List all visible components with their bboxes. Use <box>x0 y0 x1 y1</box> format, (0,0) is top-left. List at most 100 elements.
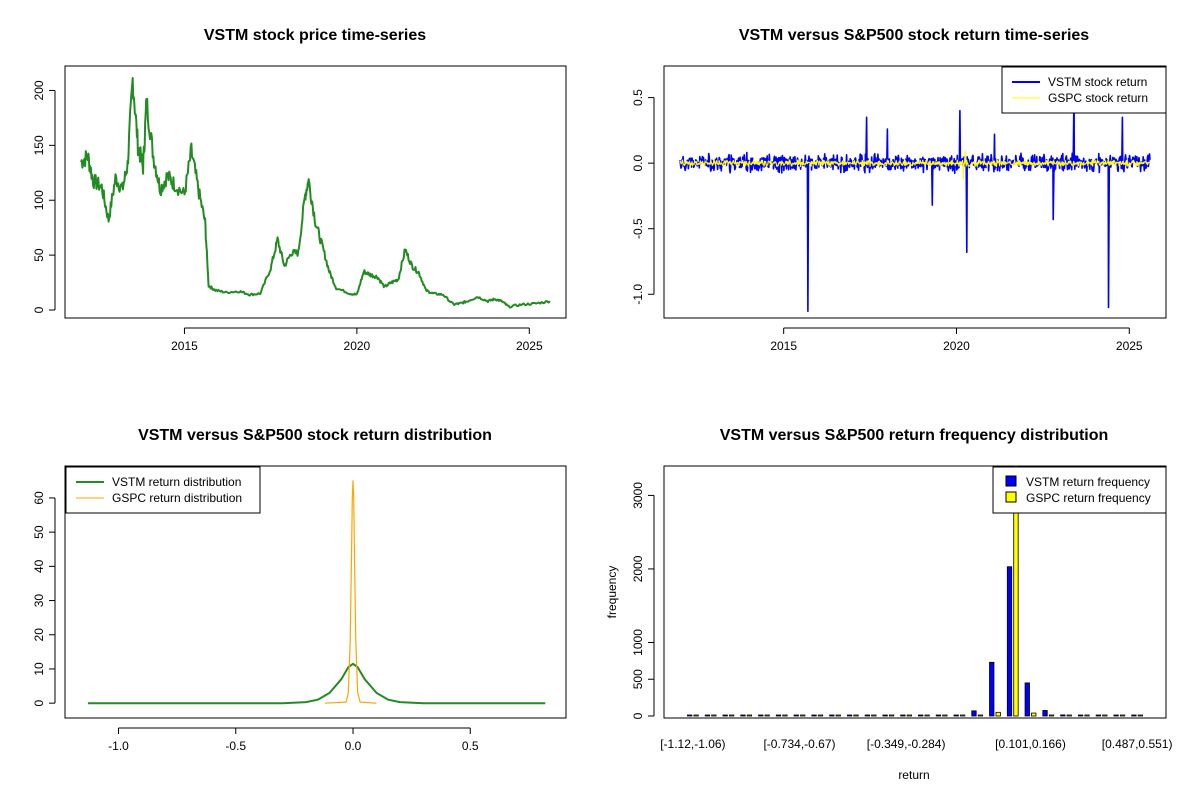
frequency-x-tick-label: [-1.12,-1.06) <box>660 737 725 751</box>
frequency-bar-vstm <box>722 714 728 717</box>
frequency-bar-gspc <box>977 714 984 717</box>
frequency-bar-vstm <box>811 714 817 717</box>
frequency-legend: VSTM return frequency GSPC return freque… <box>992 466 1167 514</box>
frequency-bar-vstm <box>1113 714 1119 717</box>
returns-series-gspc <box>679 150 1151 180</box>
frequency-bar-vstm <box>1077 714 1084 717</box>
frequency-bar-gspc <box>782 714 788 717</box>
density-x-tick-label: 0.5 <box>462 739 479 753</box>
frequency-bar-vstm <box>740 714 746 717</box>
price-x-tick-label: 2015 <box>171 339 198 353</box>
frequency-bar-gspc <box>888 714 895 717</box>
returns-marks: -1.0 -0.5 0.0 0.5 2015 2020 2025 <box>631 89 1151 353</box>
frequency-bar-gspc <box>995 711 1001 717</box>
price-chart-title: VSTM stock price time-series <box>204 27 426 44</box>
returns-panel: VSTM versus S&P500 stock return time-ser… <box>631 27 1167 353</box>
density-legend-label-vstm: VSTM return distribution <box>112 475 241 489</box>
frequency-bar-gspc <box>906 714 912 717</box>
frequency-bar-vstm <box>1131 714 1137 717</box>
frequency-y-tick-label: 0 <box>631 712 645 719</box>
frequency-plot-frame <box>663 465 1167 719</box>
price-marks: 0 50 100 150 200 2015 2020 2025 <box>32 77 551 353</box>
frequency-bar-gspc <box>1137 714 1143 717</box>
frequency-bar-vstm <box>935 714 942 717</box>
density-x-tick-label: -0.5 <box>225 739 246 753</box>
returns-legend-box <box>1001 66 1167 114</box>
frequency-bar-vstm <box>1042 710 1048 717</box>
frequency-bar-vstm <box>1095 714 1101 717</box>
price-y-tick-label: 50 <box>32 248 46 262</box>
frequency-x-tick-label: [0.487,0.551) <box>1102 737 1173 751</box>
frequency-bar-vstm <box>882 714 888 717</box>
frequency-bar-gspc <box>1119 714 1126 717</box>
density-chart-title: VSTM versus S&P500 stock return distribu… <box>138 427 492 444</box>
frequency-bar-gspc <box>1048 714 1055 717</box>
frequency-bar-vstm <box>775 714 782 717</box>
frequency-x-tick-label: [0.101,0.166) <box>995 737 1066 751</box>
density-y-tick-label: 60 <box>32 491 46 505</box>
frequency-x-axis-label: return <box>898 768 929 782</box>
frequency-bar-gspc <box>1102 714 1108 717</box>
frequency-chart-title: VSTM versus S&P500 return frequency dist… <box>720 427 1109 444</box>
frequency-bar-vstm <box>793 714 799 717</box>
returns-y-tick-label: 0.0 <box>631 154 645 171</box>
frequency-bar-vstm <box>758 714 764 717</box>
density-y-tick-label: 50 <box>32 525 46 539</box>
frequency-bar-gspc <box>693 714 699 717</box>
frequency-bar-gspc <box>817 714 824 717</box>
frequency-bar-vstm <box>1006 566 1013 717</box>
frequency-bar-gspc <box>711 714 717 717</box>
density-legend: VSTM return distribution GSPC return dis… <box>65 466 261 514</box>
price-plot-frame <box>64 65 567 319</box>
frequency-y-tick-label: 1000 <box>631 629 645 656</box>
density-marks: 0 10 20 30 40 50 60 -1.0 -0.5 0.0 0.5 <box>32 480 546 753</box>
frequency-bar-gspc <box>729 714 735 717</box>
frequency-marks: 0 500 1000 2000 3000 [-1.12,-1.06) [-0.734,-0.… <box>631 465 1173 751</box>
returns-x-tick-label: 2015 <box>770 339 797 353</box>
price-panel: VSTM stock price time-series 0 50 100 150 20… <box>32 27 567 353</box>
frequency-bar-gspc <box>835 714 841 717</box>
density-x-tick-label: -1.0 <box>108 739 129 753</box>
density-panel: VSTM versus S&P500 stock return distribu… <box>32 427 567 753</box>
frequency-bar-gspc <box>960 714 966 717</box>
frequency-y-tick-label: 2000 <box>631 555 645 582</box>
frequency-bar-vstm <box>1024 682 1030 717</box>
frequency-bar-vstm <box>971 710 977 717</box>
returns-legend-label-vstm: VSTM stock return <box>1048 75 1147 89</box>
frequency-bar-vstm <box>900 714 906 717</box>
price-y-tick-label: 0 <box>32 306 46 313</box>
frequency-bar-gspc <box>800 714 806 717</box>
returns-legend: VSTM stock return GSPC stock return <box>1001 66 1167 114</box>
density-series-vstm <box>88 662 546 705</box>
frequency-legend-swatch-gspc <box>1005 491 1017 503</box>
frequency-bar-vstm <box>864 714 870 717</box>
density-y-tick-label: 20 <box>32 628 46 642</box>
frequency-legend-label-gspc: GSPC return frequency <box>1026 491 1151 505</box>
frequency-bar-vstm <box>1060 714 1066 717</box>
price-y-tick-label: 100 <box>32 190 46 210</box>
returns-plot-frame <box>663 65 1167 319</box>
frequency-panel: VSTM versus S&P500 return frequency dist… <box>605 427 1172 782</box>
frequency-bar-gspc <box>924 714 930 717</box>
frequency-bar-gspc <box>871 714 877 717</box>
returns-y-tick-label: 0.5 <box>631 89 645 106</box>
density-y-tick-label: 40 <box>32 559 46 573</box>
frequency-x-tick-label: [-0.734,-0.67) <box>763 737 835 751</box>
density-y-tick-label: 10 <box>32 662 46 676</box>
density-series-gspc <box>324 480 377 704</box>
frequency-bar-vstm <box>687 714 693 717</box>
price-series-line <box>80 77 551 309</box>
frequency-x-tick-label: [-0.349,-0.284) <box>867 737 946 751</box>
price-x-tick-label: 2025 <box>516 339 543 353</box>
frequency-bar-gspc <box>746 714 753 717</box>
frequency-y-axis-label: frequency <box>605 566 619 619</box>
price-x-tick-label: 2020 <box>344 339 371 353</box>
returns-x-tick-label: 2025 <box>1116 339 1143 353</box>
frequency-bar-gspc <box>942 714 948 717</box>
frequency-bar-gspc <box>764 714 770 717</box>
returns-chart-title: VSTM versus S&P500 stock return time-ser… <box>739 27 1089 44</box>
frequency-bar-gspc <box>1031 712 1037 717</box>
returns-x-tick-label: 2020 <box>943 339 970 353</box>
frequency-bar-vstm <box>829 714 835 717</box>
frequency-y-tick-label: 3000 <box>631 482 645 509</box>
